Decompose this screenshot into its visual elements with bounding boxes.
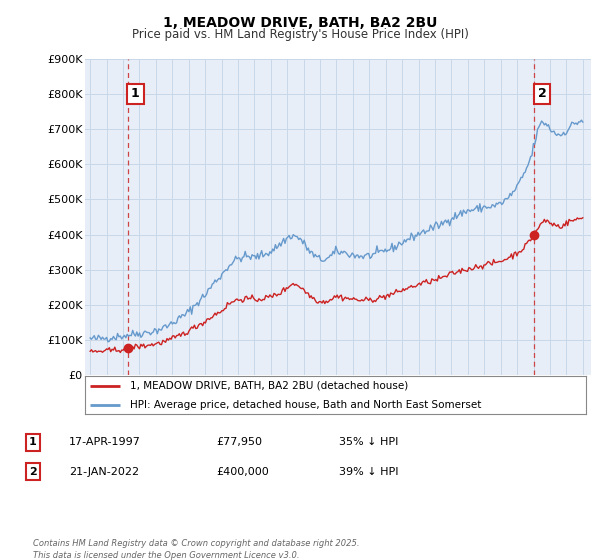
Text: 35% ↓ HPI: 35% ↓ HPI xyxy=(339,437,398,447)
Text: 1, MEADOW DRIVE, BATH, BA2 2BU: 1, MEADOW DRIVE, BATH, BA2 2BU xyxy=(163,16,437,30)
Text: 21-JAN-2022: 21-JAN-2022 xyxy=(69,466,139,477)
Text: HPI: Average price, detached house, Bath and North East Somerset: HPI: Average price, detached house, Bath… xyxy=(130,400,482,410)
Text: 1, MEADOW DRIVE, BATH, BA2 2BU (detached house): 1, MEADOW DRIVE, BATH, BA2 2BU (detached… xyxy=(130,381,409,391)
Text: 17-APR-1997: 17-APR-1997 xyxy=(69,437,141,447)
Text: Price paid vs. HM Land Registry's House Price Index (HPI): Price paid vs. HM Land Registry's House … xyxy=(131,28,469,41)
Text: 1: 1 xyxy=(131,87,140,100)
Text: £77,950: £77,950 xyxy=(216,437,262,447)
Text: 2: 2 xyxy=(538,87,547,100)
Text: 1: 1 xyxy=(29,437,37,447)
Text: 39% ↓ HPI: 39% ↓ HPI xyxy=(339,466,398,477)
Text: Contains HM Land Registry data © Crown copyright and database right 2025.
This d: Contains HM Land Registry data © Crown c… xyxy=(33,539,359,559)
Text: 2: 2 xyxy=(29,466,37,477)
Text: £400,000: £400,000 xyxy=(216,466,269,477)
